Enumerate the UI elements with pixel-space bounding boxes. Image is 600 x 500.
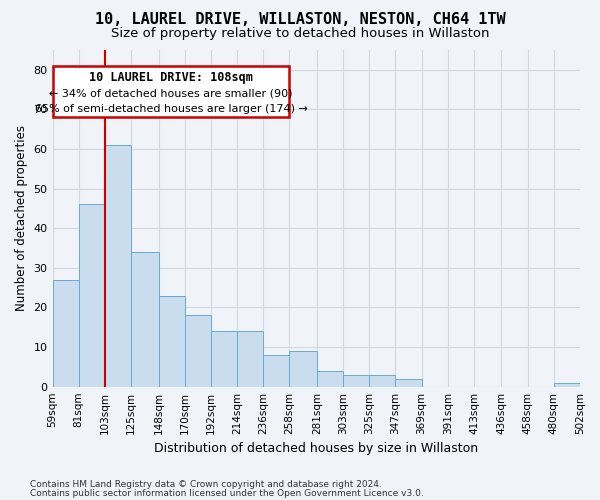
Bar: [369, 375, 395, 386]
Bar: [79, 204, 105, 386]
Text: 10, LAUREL DRIVE, WILLASTON, NESTON, CH64 1TW: 10, LAUREL DRIVE, WILLASTON, NESTON, CH6…: [95, 12, 505, 28]
Bar: [131, 252, 158, 386]
X-axis label: Distribution of detached houses by size in Willaston: Distribution of detached houses by size …: [154, 442, 478, 455]
Text: ← 34% of detached houses are smaller (90): ← 34% of detached houses are smaller (90…: [49, 88, 293, 99]
Bar: [343, 375, 369, 386]
Text: Contains HM Land Registry data © Crown copyright and database right 2024.: Contains HM Land Registry data © Crown c…: [30, 480, 382, 489]
Bar: [317, 371, 343, 386]
Bar: [395, 379, 422, 386]
Text: 65% of semi-detached houses are larger (174) →: 65% of semi-detached houses are larger (…: [35, 104, 307, 115]
Text: 10 LAUREL DRIVE: 108sqm: 10 LAUREL DRIVE: 108sqm: [89, 71, 253, 84]
Bar: [289, 351, 317, 386]
Bar: [554, 382, 580, 386]
Bar: [263, 355, 289, 386]
Bar: [185, 316, 211, 386]
Text: Size of property relative to detached houses in Willaston: Size of property relative to detached ho…: [111, 28, 489, 40]
Bar: [53, 280, 79, 386]
Bar: [237, 331, 263, 386]
Bar: [211, 331, 237, 386]
Y-axis label: Number of detached properties: Number of detached properties: [15, 126, 28, 312]
Bar: [53, 66, 289, 118]
Bar: [158, 296, 185, 386]
Text: Contains public sector information licensed under the Open Government Licence v3: Contains public sector information licen…: [30, 488, 424, 498]
Bar: [105, 145, 131, 386]
